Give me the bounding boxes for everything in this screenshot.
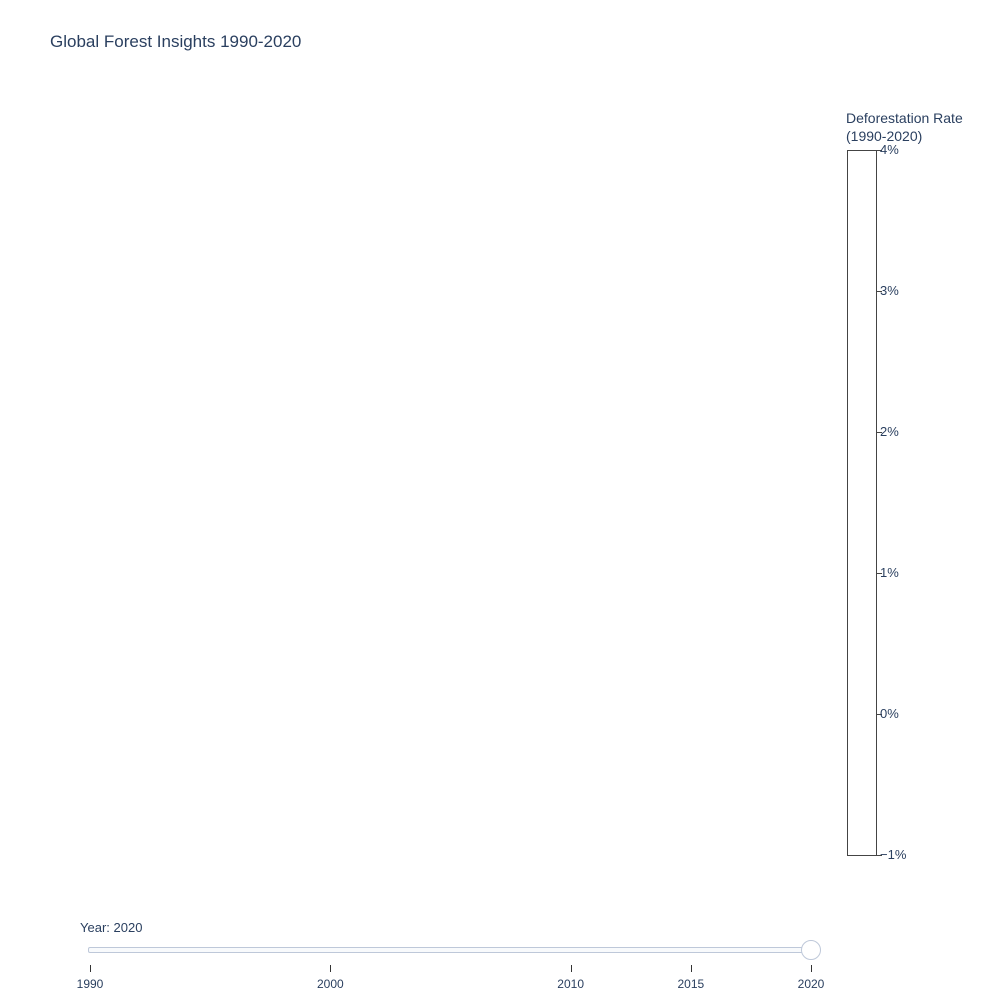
colorbar-tick-label: 1% xyxy=(880,565,899,580)
slider-prefix: Year: xyxy=(80,920,114,935)
slider-handle[interactable] xyxy=(801,940,821,960)
slider-step-label[interactable]: 2010 xyxy=(557,977,585,991)
colorbar-title-line-2: (1990-2020) xyxy=(846,128,923,144)
colorbar-tick-label: −1% xyxy=(880,847,907,862)
slider-step-label[interactable]: 2015 xyxy=(677,977,705,991)
colorbar-tick-label: 2% xyxy=(880,424,899,439)
slider-step-label[interactable]: 1990 xyxy=(76,977,104,991)
slider-rail[interactable] xyxy=(88,947,816,953)
colorbar-tick xyxy=(877,150,882,151)
colorbar-tick-label: 0% xyxy=(880,706,899,721)
colorbar-tick xyxy=(877,714,882,715)
colorbar-tick xyxy=(877,855,882,856)
colorbar-bar xyxy=(847,150,877,856)
colorbar-tick xyxy=(877,573,882,574)
slider-current-value: 2020 xyxy=(113,920,143,935)
slider-step-label[interactable]: 2000 xyxy=(316,977,344,991)
colorbar-tick xyxy=(877,291,882,292)
slider-step-tick xyxy=(330,965,332,972)
colorbar-title-line-1: Deforestation Rate xyxy=(846,110,963,126)
slider-step-tick xyxy=(570,965,572,972)
chart-title: Global Forest Insights 1990-2020 xyxy=(50,32,302,51)
colorbar-tick-label: 4% xyxy=(880,142,899,157)
slider-step-tick xyxy=(811,965,812,972)
slider-step-tick xyxy=(90,965,91,972)
slider-current-label: Year: 2020 xyxy=(80,920,142,935)
colorbar-tick-label: 3% xyxy=(880,283,899,298)
slider-step-label[interactable]: 2020 xyxy=(797,977,825,991)
map-area[interactable] xyxy=(50,100,820,860)
slider-step-tick xyxy=(690,965,692,972)
colorbar-tick xyxy=(877,432,882,433)
colorbar-title: Deforestation Rate (1990-2020) xyxy=(846,109,963,145)
